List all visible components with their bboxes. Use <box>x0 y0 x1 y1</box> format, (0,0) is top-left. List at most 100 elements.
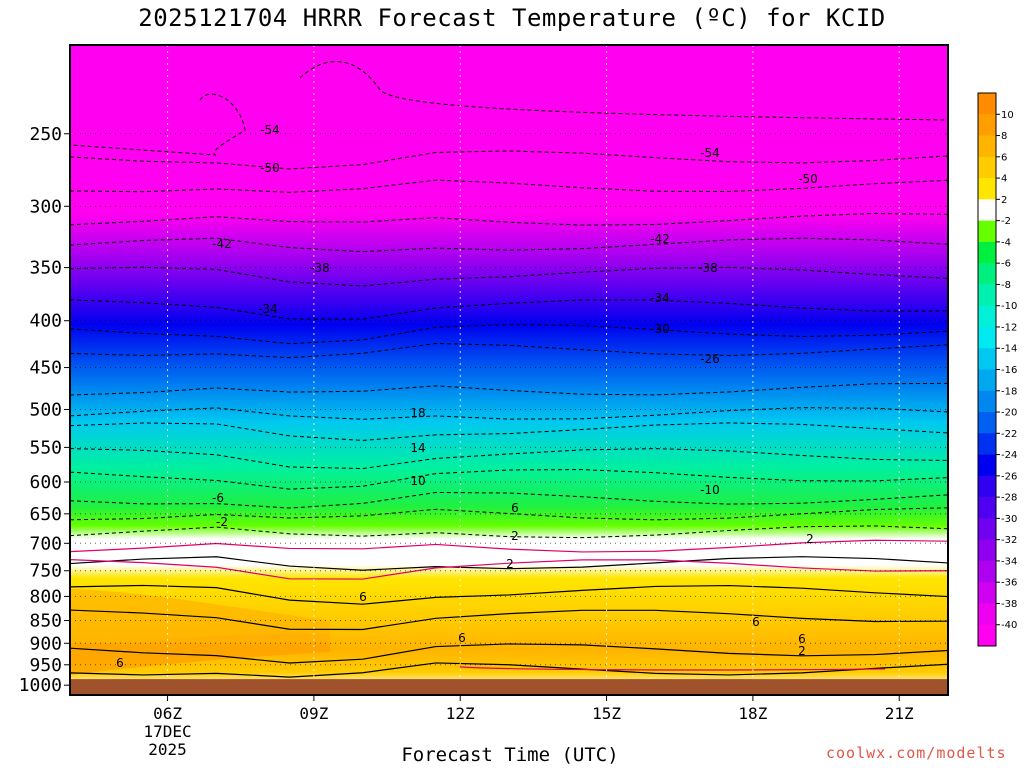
contour-label: 6 <box>116 656 124 670</box>
contour-line <box>69 643 949 664</box>
contour-label: 14 <box>410 441 425 455</box>
y-tick-label: 400 <box>29 311 62 332</box>
y-tick-label: 250 <box>29 124 62 145</box>
credit-link[interactable]: coolwx.com/modelts <box>826 744 1007 762</box>
contour-label: 2 <box>798 644 806 658</box>
colorbar-label: -18 <box>1001 386 1017 397</box>
colorbar-swatch <box>978 241 996 264</box>
temperature-field <box>70 45 948 695</box>
colorbar-swatch <box>978 497 996 519</box>
contour-line <box>69 299 949 320</box>
colorbar-swatch <box>978 624 996 647</box>
contour-label: 2 <box>506 557 514 571</box>
freezing-line <box>69 559 949 580</box>
colorbar-label: -40 <box>1001 620 1017 631</box>
colorbar-swatch <box>978 560 996 583</box>
contour-label: 2 <box>806 532 814 546</box>
colorbar-label: -38 <box>1001 599 1017 610</box>
contour-label: 6 <box>458 631 466 645</box>
contour-label: 2 <box>511 529 519 543</box>
contour-label: -38 <box>310 261 330 275</box>
colorbar-swatch <box>978 539 996 562</box>
contour-line <box>69 448 949 470</box>
colorbar-label: -20 <box>1001 408 1017 419</box>
x-tick-label: 12Z <box>446 704 475 723</box>
y-tick-label: 950 <box>29 655 62 676</box>
colorbar-swatch <box>978 263 996 285</box>
colorbar-label: -4 <box>1001 237 1011 248</box>
colorbar-label: 6 <box>1001 152 1007 163</box>
y-tick-label: 600 <box>29 472 62 493</box>
contour-label: -50 <box>798 172 818 186</box>
contour-label: -26 <box>700 352 720 366</box>
colorbar-swatch <box>978 412 996 434</box>
contour-label: -54 <box>260 123 280 137</box>
colorbar-swatch <box>978 348 996 370</box>
colorbar-label: 4 <box>1001 174 1007 185</box>
colorbar-swatch <box>978 114 996 137</box>
y-tick-label: 900 <box>29 633 62 654</box>
x-date-label: 2025 <box>148 740 187 759</box>
contour-labels: -54-54-50-50-42 -42-38 -38-34-34-30-261814… <box>116 123 818 670</box>
colorbar-label: -34 <box>1001 556 1017 567</box>
colorbar-label: -28 <box>1001 493 1017 504</box>
colorbar-label: -14 <box>1001 344 1017 355</box>
y-tick-label: 800 <box>29 586 62 607</box>
freezing-line <box>459 666 886 671</box>
contour-label: -10 <box>700 483 720 497</box>
y-tick-label: 750 <box>29 561 62 582</box>
colorbar-swatch <box>978 178 996 200</box>
colorbar-swatch <box>978 603 996 626</box>
contour-label: 6 <box>752 615 760 629</box>
colorbar-swatch <box>978 284 996 307</box>
colorbar-label: -30 <box>1001 514 1017 525</box>
x-axis-label: Forecast Time (UTC) <box>401 744 619 766</box>
contour-label: -30 <box>650 322 670 336</box>
y-tick-label: 1000 <box>19 675 62 696</box>
y-tick-label: 350 <box>29 258 62 279</box>
x-tick-label: 09Z <box>299 704 328 723</box>
surface-layer <box>70 679 948 695</box>
colorbar-label: -6 <box>1001 259 1011 270</box>
colorbar-label: -2 <box>1001 216 1011 227</box>
colorbar-swatch <box>978 305 996 328</box>
colorbar-swatch <box>978 475 996 498</box>
y-tick-label: 700 <box>29 533 62 554</box>
contour-line <box>299 61 949 121</box>
colorbar-label: -10 <box>1001 301 1017 312</box>
colorbar-label: -22 <box>1001 429 1017 440</box>
x-tick-label: 15Z <box>592 704 621 723</box>
y-tick-label: 300 <box>29 196 62 217</box>
colorbar: 10 8 6 4 2 -2 -4 -6 -8 -10 -12 -14 -16 -18 -20 -22 -24 -2… <box>977 92 1017 647</box>
colorbar-swatch <box>978 390 996 413</box>
ground <box>70 679 948 695</box>
contour-label: 6 <box>359 590 367 604</box>
colorbar-swatch <box>978 582 996 604</box>
colorbar-label: 8 <box>1001 131 1007 142</box>
colorbar-swatch <box>978 326 996 349</box>
colorbar-label: 10 <box>1001 110 1014 121</box>
colorbar-swatch <box>978 135 996 158</box>
contour-lines <box>69 61 949 678</box>
contour-label: 18 <box>410 406 425 420</box>
colorbar-label: -12 <box>1001 322 1017 333</box>
plot-frame <box>69 44 949 696</box>
colorbar-label: 2 <box>1001 195 1007 206</box>
contour-line <box>69 556 949 571</box>
y-tick-label: 500 <box>29 399 62 420</box>
contour-label: 6 <box>798 632 806 646</box>
y-tick-label: 550 <box>29 437 62 458</box>
contour-label: -34 <box>258 302 278 316</box>
colorbar-label: -36 <box>1001 578 1017 589</box>
contour-label: -2 <box>216 515 228 529</box>
colorbar-swatch <box>978 369 996 392</box>
contour-label: -42 <box>212 237 232 251</box>
x-tick-label: 21Z <box>885 704 914 723</box>
contour-label: -54 <box>700 146 720 160</box>
colorbar-label: -16 <box>1001 365 1017 376</box>
contour-line <box>69 584 949 605</box>
contour-label: -34 <box>650 291 670 305</box>
y-axis: 2503003504004505005506006507007508008509… <box>19 124 70 696</box>
